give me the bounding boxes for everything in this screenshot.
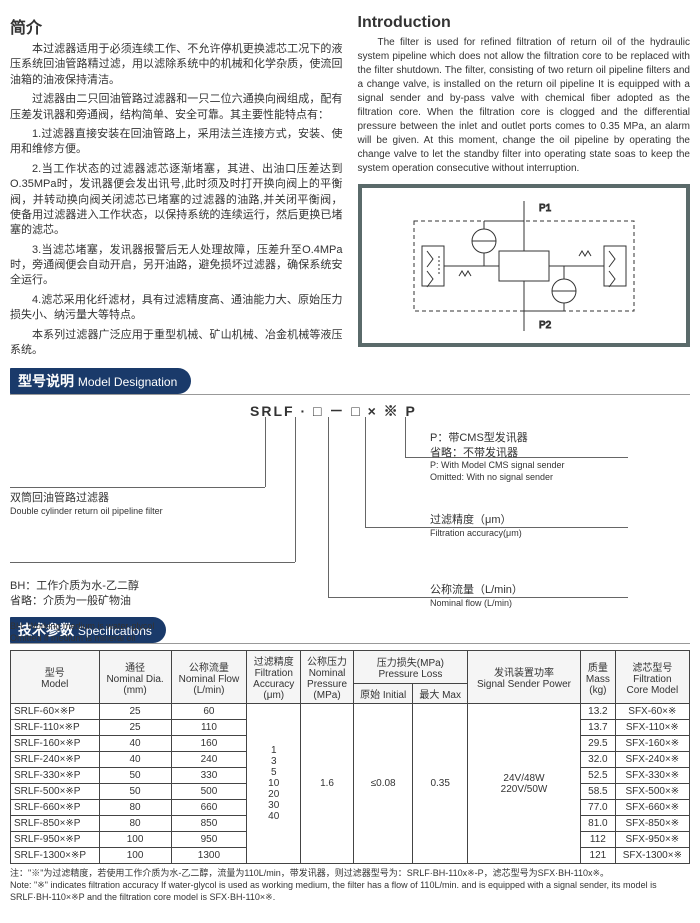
intro-cn-p4: 2.当工作状态的过滤器滤芯逐渐堵塞，其进、出油口压差达到O.35MPa时，发讯器… [10, 162, 343, 239]
table-cell: 100 [99, 848, 171, 864]
table-cell: 100 [99, 832, 171, 848]
intro-en-column: Introduction The filter is used for refi… [358, 10, 691, 362]
table-cell-signal: 24V/48W 220V/50W [467, 704, 580, 864]
footnote-cn: 注："※"为过滤精度，若使用工作介质为水-乙二醇，流量为110L/min，带发讯… [10, 868, 690, 880]
table-cell-core: SFX-240×※ [615, 752, 689, 768]
th-dia: 通径 Nominal Dia. (mm) [99, 651, 171, 704]
table-cell: SRLF-160×※P [11, 736, 100, 752]
desig-note-left2: BH：工作介质为水-乙二醇 省略：介质为一般矿物油 BH: Working me… [10, 566, 250, 657]
th-model: 型号 Model [11, 651, 100, 704]
model-designation-diagram: SRLF · □ － □ × ※ P 双筒回油管路过滤器 Double cyli… [10, 401, 690, 611]
table-cell-core: SFX-110×※ [615, 720, 689, 736]
model-code: SRLF · □ － □ × ※ P [250, 401, 417, 421]
table-cell-core: SFX-330×※ [615, 768, 689, 784]
intro-cn-p5: 3.当滤芯堵塞，发讯器报警后无人处理故障，压差升至O.4MPa时，旁通阀便会自动… [10, 243, 343, 289]
th-init: 原始 Initial [353, 683, 413, 704]
th-core: 滤芯型号 Filtration Core Model [615, 651, 689, 704]
table-cell-mass: 77.0 [581, 800, 616, 816]
table-cell: 25 [99, 720, 171, 736]
th-flow: 公称流量 Nominal Flow (L/min) [171, 651, 247, 704]
intro-cn-p1: 本过滤器适用于必须连续工作、不允许停机更换滤芯工况下的液压系统回油管路精过滤，用… [10, 42, 343, 88]
th-mass: 质量 Mass (kg) [581, 651, 616, 704]
desig-note-right2: 过滤精度（μm） Filtration accuracy(μm) [430, 513, 670, 539]
th-signal: 发讯装置功率 Signal Sender Power [467, 651, 580, 704]
table-cell-press: 1.6 [301, 704, 354, 864]
th-press: 公称压力 Nominal Pressure (MPa) [301, 651, 354, 704]
table-cell-mass: 112 [581, 832, 616, 848]
intro-cn-p7: 本系列过滤器广泛应用于重型机械、矿山机械、冶金机械等液压系统。 [10, 328, 343, 359]
table-cell: SRLF-950×※P [11, 832, 100, 848]
intro-cn-p3: 1.过滤器直接安装在回油管路上，采用法兰连接方式，安装、使用和维修方便。 [10, 127, 343, 158]
intro-cn-title: 简介 [10, 14, 343, 38]
footnote-en: Note: "※" indicates filtration accuracy … [10, 880, 690, 903]
spec-table: 型号 Model 通径 Nominal Dia. (mm) 公称流量 Nomin… [10, 650, 690, 864]
table-cell-mass: 13.2 [581, 704, 616, 720]
table-cell-max: 0.35 [413, 704, 468, 864]
table-cell: 40 [99, 736, 171, 752]
table-cell-mass: 32.0 [581, 752, 616, 768]
table-cell-mass: 58.5 [581, 784, 616, 800]
table-cell-core: SFX-500×※ [615, 784, 689, 800]
table-cell-core: SFX-850×※ [615, 816, 689, 832]
table-cell: SRLF-500×※P [11, 784, 100, 800]
th-ploss: 压力损失(MPa) Pressure Loss [353, 651, 467, 683]
table-cell: 50 [99, 784, 171, 800]
table-cell-core: SFX-160×※ [615, 736, 689, 752]
table-cell: 80 [99, 800, 171, 816]
table-cell-mass: 29.5 [581, 736, 616, 752]
diagram-svg: P1 P2 [384, 196, 664, 336]
table-cell: SRLF-60×※P [11, 704, 100, 720]
table-cell-mass: 52.5 [581, 768, 616, 784]
th-max: 最大 Max [413, 683, 468, 704]
intro-columns: 简介 本过滤器适用于必须连续工作、不允许停机更换滤芯工况下的液压系统回油管路精过… [10, 10, 690, 362]
intro-en-p: The filter is used for refined filtratio… [358, 36, 691, 176]
intro-en-title: Introduction [358, 14, 691, 32]
table-cell-core: SFX-60×※ [615, 704, 689, 720]
table-cell: 110 [171, 720, 247, 736]
model-head-cn: 型号说明 [18, 373, 74, 389]
table-cell: SRLF-1300×※P [11, 848, 100, 864]
table-cell: SRLF-110×※P [11, 720, 100, 736]
table-cell: 240 [171, 752, 247, 768]
table-cell: 50 [99, 768, 171, 784]
table-cell: 1300 [171, 848, 247, 864]
table-cell-mass: 13.7 [581, 720, 616, 736]
desig-note-right1: P：带CMS型发讯器 省略：不带发讯器 P: With Model CMS si… [430, 431, 670, 483]
svg-text:P1: P1 [539, 203, 552, 214]
table-cell: SRLF-240×※P [11, 752, 100, 768]
table-cell: 60 [171, 704, 247, 720]
table-cell: SRLF-330×※P [11, 768, 100, 784]
table-cell: 330 [171, 768, 247, 784]
divider [10, 394, 690, 395]
desig-note-right3: 公称流量（L/min） Nominal flow (L/min) [430, 583, 670, 609]
table-cell-core: SFX-950×※ [615, 832, 689, 848]
table-cell-accuracy: 1 3 5 10 20 30 40 [247, 704, 301, 864]
intro-cn-p6: 4.滤芯采用化纤滤材，具有过滤精度高、通油能力大、原始压力损失小、纳污量大等特点… [10, 293, 343, 324]
table-cell-mass: 121 [581, 848, 616, 864]
footnote: 注："※"为过滤精度，若使用工作介质为水-乙二醇，流量为110L/min，带发讯… [10, 868, 690, 903]
svg-text:P2: P2 [539, 320, 552, 331]
table-cell-mass: 81.0 [581, 816, 616, 832]
table-cell: 40 [99, 752, 171, 768]
table-cell: SRLF-660×※P [11, 800, 100, 816]
th-acc: 过滤精度 Filtration Accuracy (μm) [247, 651, 301, 704]
hydraulic-diagram: P1 P2 [358, 184, 691, 347]
table-cell: 160 [171, 736, 247, 752]
table-cell: 80 [99, 816, 171, 832]
table-cell: 950 [171, 832, 247, 848]
table-row: SRLF-60×※P25601 3 5 10 20 30 401.6≤0.080… [11, 704, 690, 720]
table-cell-core: SFX-1300×※ [615, 848, 689, 864]
table-cell-init: ≤0.08 [353, 704, 413, 864]
model-head-en: Model Designation [78, 375, 177, 389]
table-cell: 500 [171, 784, 247, 800]
desig-note-left1: 双筒回油管路过滤器 Double cylinder return oil pip… [10, 491, 250, 517]
table-cell-core: SFX-660×※ [615, 800, 689, 816]
table-cell: 25 [99, 704, 171, 720]
model-designation-header: 型号说明 Model Designation [10, 368, 191, 394]
table-cell: 850 [171, 816, 247, 832]
table-cell: SRLF-850×※P [11, 816, 100, 832]
intro-cn-column: 简介 本过滤器适用于必须连续工作、不允许停机更换滤芯工况下的液压系统回油管路精过… [10, 10, 343, 362]
intro-cn-p2: 过滤器由二只回油管路过滤器和一只二位六通换向阀组成，配有压差发讯器和旁通阀，结构… [10, 92, 343, 123]
table-cell: 660 [171, 800, 247, 816]
